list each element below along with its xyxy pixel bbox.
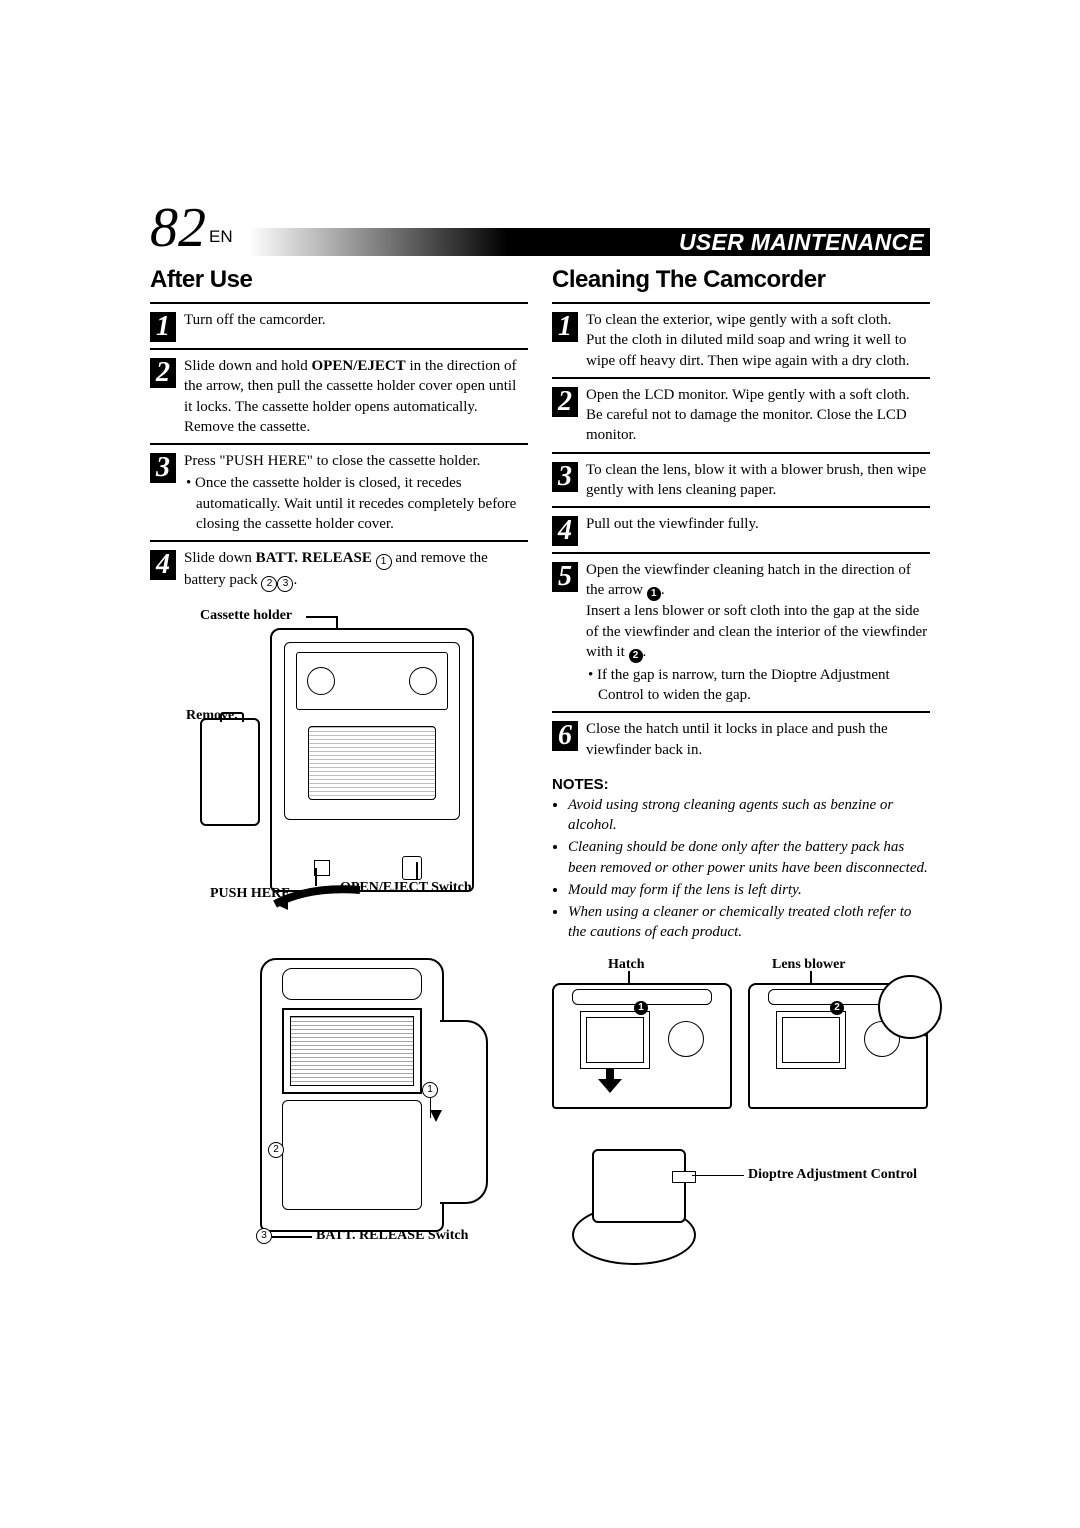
left-step-2: 2 Slide down and hold OPEN/EJECT in the … xyxy=(150,348,528,443)
battery-icon xyxy=(200,718,260,826)
callout-2: 2 xyxy=(268,1142,284,1158)
step-num: 1 xyxy=(552,312,578,342)
right-heading: Cleaning The Camcorder xyxy=(552,266,930,294)
notes-block: NOTES: Avoid using strong cleaning agent… xyxy=(552,776,930,943)
note-item: Avoid using strong cleaning agents such … xyxy=(568,795,930,836)
label-batt-release: BATT. RELEASE Switch xyxy=(316,1228,468,1244)
diagram-battery: 1 2 3 BATT. RELEASE Switch xyxy=(150,958,528,1258)
diagram-cassette: Cassette holder Remove. PUSH HERE xyxy=(150,608,528,908)
callout-3: 3 xyxy=(256,1228,272,1244)
label-dioptre: Dioptre Adjustment Control xyxy=(748,1167,918,1184)
callout-solid-2: 2 xyxy=(830,1001,844,1015)
step-num: 3 xyxy=(150,453,176,483)
right-step-6: 6 Close the hatch until it locks in place… xyxy=(552,711,930,766)
arrow-icon xyxy=(598,1069,622,1093)
step-num: 4 xyxy=(150,550,176,580)
note-item: Mould may form if the lens is left dirty… xyxy=(568,880,930,900)
callout-1: 1 xyxy=(422,1082,438,1098)
right-step-3: 3 To clean the lens, blow it with a blowe… xyxy=(552,452,930,507)
left-step-4: 4 Slide down BATT. RELEASE 1 and remove … xyxy=(150,540,528,598)
label-cassette-holder: Cassette holder xyxy=(200,608,292,624)
camcorder-back-icon xyxy=(260,958,444,1232)
notes-heading: NOTES: xyxy=(552,776,930,793)
step-text: Pull out the viewfinder fully. xyxy=(586,514,759,534)
left-step-3: 3 Press "PUSH HERE" to close the cassett… xyxy=(150,443,528,540)
step-text: Open the viewfinder cleaning hatch in th… xyxy=(586,560,930,705)
diagram-viewfinder: Hatch Lens blower 1 2 xyxy=(552,957,930,1267)
step-num: 4 xyxy=(552,516,578,546)
viewfinder-panel-1: 1 xyxy=(552,983,732,1109)
callout-solid-1: 1 xyxy=(634,1001,648,1015)
viewfinder-panel-2: 2 xyxy=(748,983,928,1109)
lang-suffix: EN xyxy=(209,227,233,246)
label-open-eject: OPEN/EJECT Switch xyxy=(340,880,472,896)
step-text: Turn off the camcorder. xyxy=(184,310,326,330)
camcorder-top-icon xyxy=(562,1127,712,1277)
page-number: 82 xyxy=(150,200,206,256)
note-item: Cleaning should be done only after the b… xyxy=(568,837,930,878)
step-text: To clean the exterior, wipe gently with … xyxy=(586,310,930,371)
right-step-2: 2 Open the LCD monitor. Wipe gently with … xyxy=(552,377,930,452)
left-heading: After Use xyxy=(150,266,528,294)
step-text: To clean the lens, blow it with a blower… xyxy=(586,460,930,501)
right-step-5: 5 Open the viewfinder cleaning hatch in t… xyxy=(552,552,930,711)
left-step-1: 1 Turn off the camcorder. xyxy=(150,302,528,348)
arrow-icon xyxy=(430,1110,442,1134)
step-num: 1 xyxy=(150,312,176,342)
step-num: 6 xyxy=(552,721,578,751)
step-num: 3 xyxy=(552,462,578,492)
step-num: 5 xyxy=(552,562,578,592)
dioptre-panel xyxy=(562,1127,712,1277)
section-ribbon: USER MAINTENANCE xyxy=(249,228,930,256)
step-num: 2 xyxy=(150,358,176,388)
step-text: Press "PUSH HERE" to close the cassette … xyxy=(184,451,528,534)
label-lens-blower: Lens blower xyxy=(772,957,846,973)
note-item: When using a cleaner or chemically treat… xyxy=(568,902,930,943)
blower-icon xyxy=(878,975,942,1039)
right-step-4: 4 Pull out the viewfinder fully. xyxy=(552,506,930,552)
camcorder-open-icon xyxy=(270,628,474,892)
step-text: Slide down and hold OPEN/EJECT in the di… xyxy=(184,356,528,437)
section-title: USER MAINTENANCE xyxy=(679,229,924,256)
step-text: Open the LCD monitor. Wipe gently with a… xyxy=(586,385,930,446)
step-text: Slide down BATT. RELEASE 1 and remove th… xyxy=(184,548,528,592)
step-num: 2 xyxy=(552,387,578,417)
right-step-1: 1 To clean the exterior, wipe gently with… xyxy=(552,302,930,377)
label-hatch: Hatch xyxy=(608,957,645,973)
label-push-here: PUSH HERE xyxy=(210,886,291,902)
step-text: Close the hatch until it locks in place … xyxy=(586,719,930,760)
